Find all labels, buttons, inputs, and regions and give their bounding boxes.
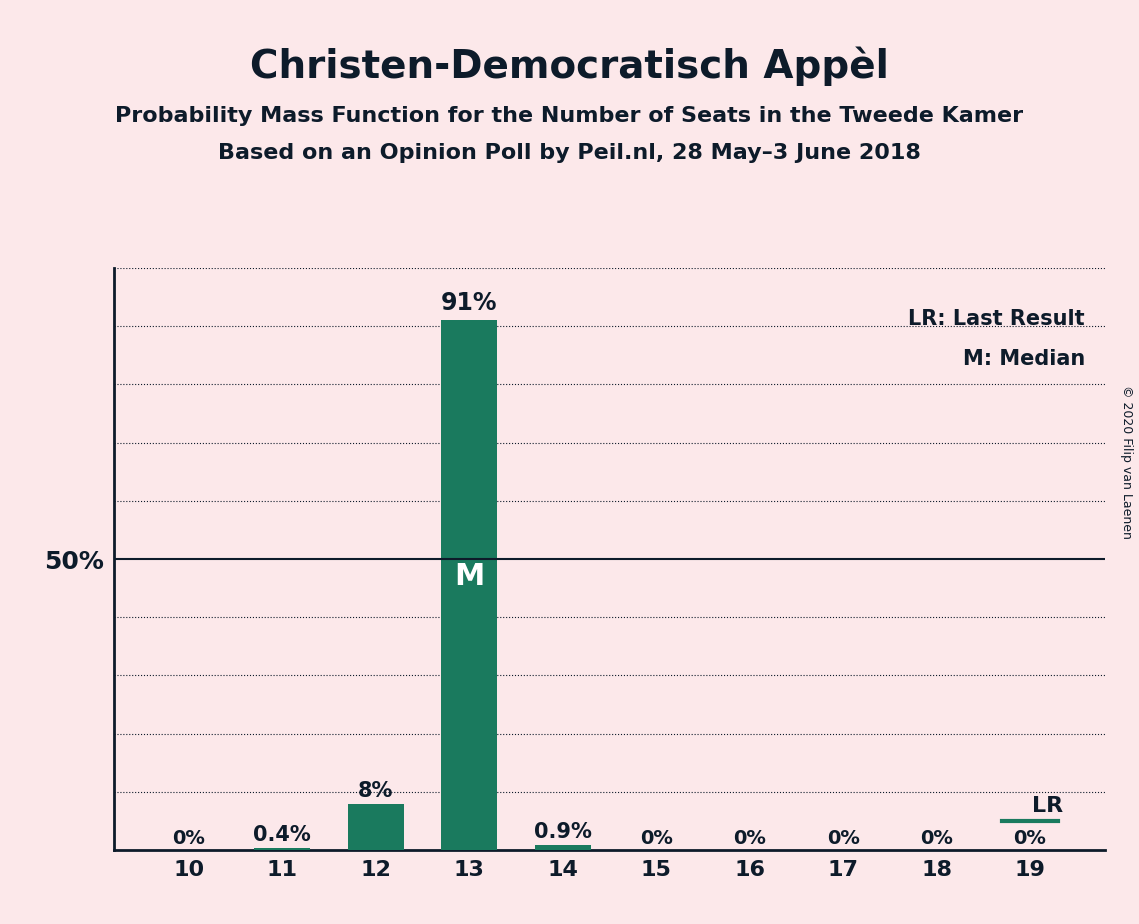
Text: 0%: 0% — [920, 830, 953, 848]
Text: 0%: 0% — [734, 830, 767, 848]
Text: 0%: 0% — [172, 830, 205, 848]
Bar — [254, 847, 310, 850]
Text: 0%: 0% — [1014, 830, 1047, 848]
Text: Probability Mass Function for the Number of Seats in the Tweede Kamer: Probability Mass Function for the Number… — [115, 106, 1024, 127]
Text: 0.4%: 0.4% — [253, 825, 311, 845]
Text: Christen-Democratisch Appèl: Christen-Democratisch Appèl — [251, 46, 888, 86]
Text: 91%: 91% — [441, 290, 498, 314]
Text: LR: Last Result: LR: Last Result — [909, 309, 1085, 329]
Text: 8%: 8% — [358, 781, 393, 800]
Text: 0%: 0% — [640, 830, 672, 848]
Text: Based on an Opinion Poll by Peil.nl, 28 May–3 June 2018: Based on an Opinion Poll by Peil.nl, 28 … — [218, 143, 921, 164]
Text: M: Median: M: Median — [962, 349, 1085, 370]
Text: 0%: 0% — [827, 830, 860, 848]
Bar — [347, 804, 403, 850]
Bar — [534, 845, 591, 850]
Text: 0.9%: 0.9% — [534, 822, 591, 842]
Text: LR: LR — [1032, 796, 1063, 817]
Text: M: M — [454, 562, 484, 591]
Text: © 2020 Filip van Laenen: © 2020 Filip van Laenen — [1121, 385, 1133, 539]
Bar — [441, 321, 498, 850]
